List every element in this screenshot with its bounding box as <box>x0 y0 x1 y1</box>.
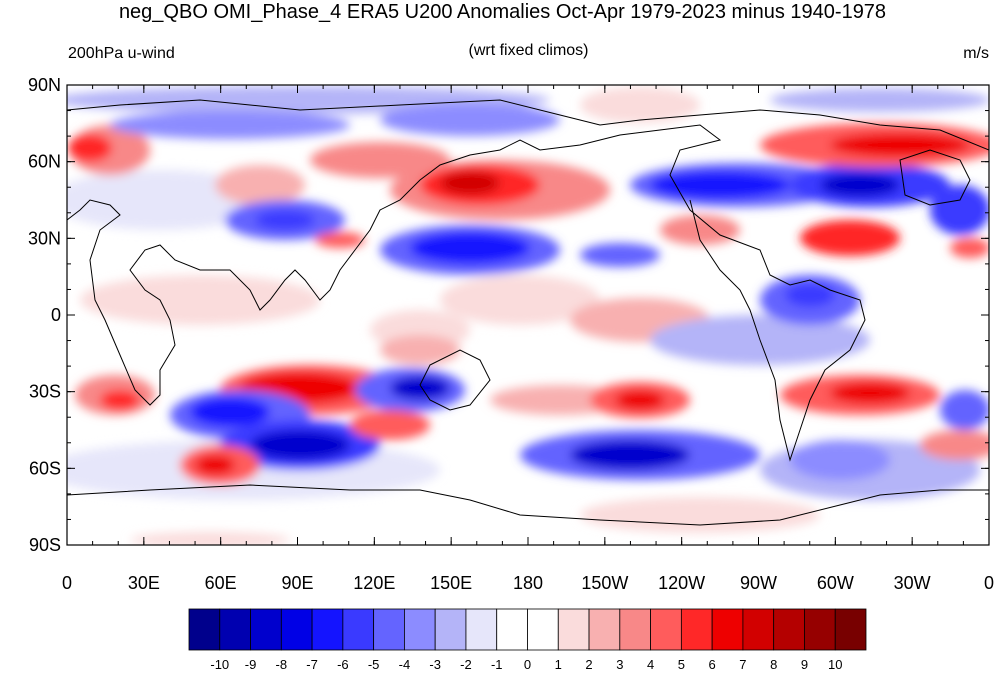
lat-tick-label: 60N <box>28 152 61 172</box>
colorbar-swatch <box>342 608 375 651</box>
colorbar-swatch <box>527 608 559 651</box>
latitude-labels: 90N 60N 30N 0 30S 60S 90S <box>28 75 61 555</box>
colorbar-label: 8 <box>770 657 777 672</box>
colorbar-label: 0 <box>524 657 531 672</box>
lon-tick-label: 90E <box>281 573 313 593</box>
colorbar-label: -3 <box>429 657 441 672</box>
colorbar-label: 9 <box>801 657 808 672</box>
lat-tick-label: 0 <box>51 305 61 325</box>
colorbar-label: 2 <box>585 657 592 672</box>
lon-tick-label: 120W <box>658 573 705 593</box>
colorbar-swatch <box>680 608 713 651</box>
colorbar-label: -9 <box>245 657 257 672</box>
colorbar-swatch <box>250 608 282 651</box>
lon-tick-label: 150W <box>581 573 628 593</box>
coastlines <box>67 99 989 526</box>
colorbar-label: 5 <box>678 657 685 672</box>
colorbar-label: -2 <box>460 657 472 672</box>
colorbar-swatch <box>280 608 313 651</box>
colorbar-swatch <box>219 608 251 651</box>
colorbar-label: 7 <box>739 657 746 672</box>
lon-tick-label: 60E <box>205 573 237 593</box>
lat-tick-label: 30N <box>28 228 61 248</box>
colorbar-label: -5 <box>368 657 380 672</box>
colorbar-swatch <box>434 608 467 651</box>
lon-tick-label: 90W <box>740 573 777 593</box>
colorbar-swatch <box>650 608 682 651</box>
colorbar-swatch <box>188 608 221 651</box>
colorbar-swatch <box>619 608 651 651</box>
lon-tick-label: 0 <box>984 573 994 593</box>
colorbar-label: 10 <box>828 657 842 672</box>
lon-tick-label: 150E <box>430 573 472 593</box>
colorbar-label: -8 <box>276 657 288 672</box>
lon-tick-label: 60W <box>817 573 854 593</box>
variable-label: 200hPa u-wind <box>68 45 175 62</box>
lon-tick-label: 30E <box>128 573 160 593</box>
colorbar-label: 6 <box>709 657 716 672</box>
colorbar-label: 4 <box>647 657 654 672</box>
colorbar-swatch <box>404 608 436 651</box>
lat-tick-label: 90N <box>28 75 61 95</box>
lat-tick-label: 30S <box>29 382 61 402</box>
longitude-labels: 0 30E 60E 90E 120E 150E 180 150W 120W 90W 60W 30W 0 <box>62 573 994 593</box>
lon-tick-label: 180 <box>513 573 543 593</box>
colorbar-swatch <box>773 608 805 651</box>
colorbar-swatch <box>557 608 590 651</box>
colorbar-label: -10 <box>210 657 229 672</box>
colorbar-swatch <box>804 608 836 651</box>
units-label: m/s <box>963 45 989 62</box>
colorbar-swatch <box>711 608 744 651</box>
colorbar-label: 3 <box>616 657 623 672</box>
colorbar-swatch <box>742 608 775 651</box>
colorbar-labels: -10 -9 -8 -7 -6 -5 -4 -3 -2 -1 0 1 2 3 4 5 6 7 8 9 10 <box>210 657 842 672</box>
colorbar <box>188 608 867 651</box>
colorbar-label: -1 <box>491 657 503 672</box>
colorbar-label: 1 <box>555 657 562 672</box>
lon-tick-label: 120E <box>353 573 395 593</box>
colorbar-swatch <box>588 608 621 651</box>
lon-tick-label: 0 <box>62 573 72 593</box>
lat-tick-label: 90S <box>29 535 61 555</box>
colorbar-label: -4 <box>399 657 411 672</box>
colorbar-swatch <box>465 608 498 651</box>
colorbar-swatch <box>311 608 344 651</box>
colorbar-label: -7 <box>306 657 318 672</box>
colorbar-swatch <box>496 608 528 651</box>
axis-ticks <box>66 84 990 546</box>
plot-title: neg_QBO OMI_Phase_4 ERA5 U200 Anomalies … <box>118 1 887 23</box>
lat-tick-label: 60S <box>29 458 61 478</box>
colorbar-label: -6 <box>337 657 349 672</box>
lon-tick-label: 30W <box>894 573 931 593</box>
anomaly-field <box>67 85 989 545</box>
colorbar-swatch <box>834 608 867 651</box>
center-subtitle: (wrt fixed climos) <box>468 42 589 59</box>
colorbar-swatch <box>373 608 405 651</box>
